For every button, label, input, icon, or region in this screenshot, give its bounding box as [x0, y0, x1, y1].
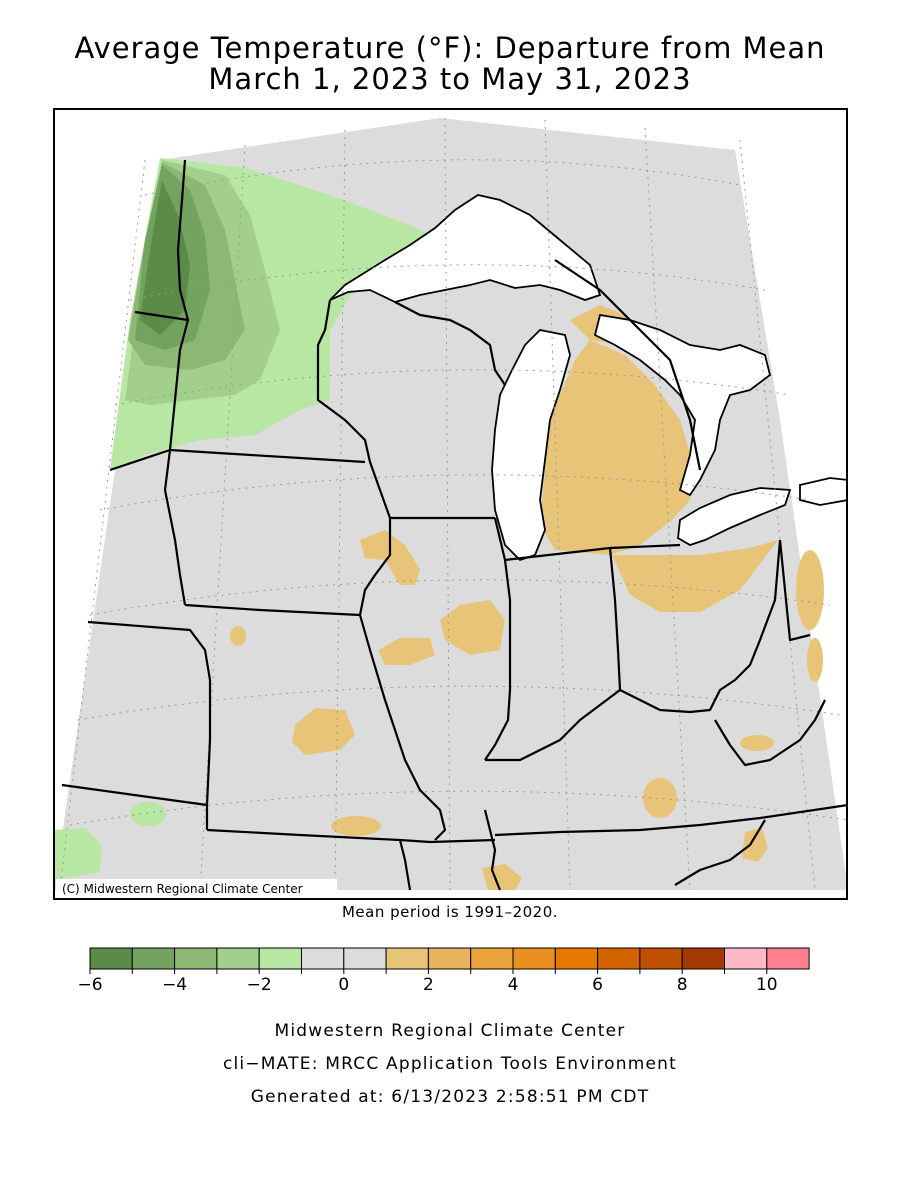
- in-oh-border: [608, 547, 622, 691]
- legend-tick-label: −4: [162, 975, 187, 995]
- legend-swatch: [724, 947, 768, 970]
- legend-swatch: [301, 947, 345, 970]
- legend-tick-label: 8: [677, 975, 688, 995]
- legend-tick-label: −6: [77, 975, 102, 995]
- legend-swatch: [554, 947, 599, 970]
- state-boundaries: [61, 159, 847, 891]
- legend-tick-label: 6: [592, 975, 603, 995]
- mi-oh-border: [504, 543, 681, 562]
- legend-tick-label: 0: [338, 975, 349, 995]
- temperature-departure-map: (C) Midwestern Regional Climate Center: [53, 108, 848, 900]
- map-date-range: March 1, 2023 to May 31, 2023: [208, 62, 692, 96]
- upper-peninsula-mi-wi: [394, 301, 506, 386]
- mo-south-bootheel: [398, 839, 412, 891]
- ky-tn-border: [494, 804, 847, 837]
- map-title: Average Temperature (°F): Departure from…: [74, 31, 826, 65]
- legend-swatch: [216, 947, 260, 970]
- mississippi-river: [483, 809, 502, 891]
- legend-tick-label: 2: [423, 975, 434, 995]
- legend-swatch: [470, 947, 514, 970]
- map-copyright: (C) Midwestern Regional Climate Center: [62, 882, 303, 896]
- il-border: [358, 614, 447, 841]
- map-frame: [53, 108, 848, 900]
- mn-nd-border: [168, 159, 190, 451]
- legend-tick-label: 4: [508, 975, 519, 995]
- cool-region-5: [140, 180, 190, 335]
- great-lakes: [329, 194, 847, 562]
- legend-tick-label: 10: [756, 975, 778, 995]
- warm-regions: [230, 305, 824, 890]
- ks-ok-border: [61, 783, 208, 807]
- lake-erie: [677, 487, 792, 546]
- legend-swatch: [639, 947, 683, 970]
- sd-north-border: [134, 310, 189, 322]
- legend-swatch: [681, 947, 726, 970]
- color-legend: −6 −4 −2 0 2 4 6 8 10: [77, 947, 810, 995]
- mn-ia-border: [109, 448, 366, 472]
- legend-swatch: [766, 947, 810, 970]
- cool-region-6: [130, 802, 166, 826]
- lake-ontario: [799, 477, 847, 506]
- legend-boxes: [89, 947, 810, 974]
- in-ky-border: [485, 539, 782, 762]
- cool-region-7: [54, 828, 102, 880]
- oh-pa-border: [778, 539, 811, 642]
- ky-wv-border: [714, 699, 826, 767]
- legend-swatch: [385, 947, 429, 970]
- legend-swatch: [131, 947, 176, 970]
- legend-tick-labels: −6 −4 −2 0 2 4 6 8 10: [77, 975, 777, 995]
- legend-swatch: [89, 947, 133, 970]
- mean-period-note: Mean period is 1991–2020.: [341, 903, 559, 921]
- legend-swatch: [427, 947, 472, 970]
- lake-huron: [593, 313, 772, 497]
- legend-swatch: [512, 947, 556, 970]
- legend-swatch: [174, 947, 218, 970]
- ia-sd-border: [163, 449, 187, 606]
- legend-swatch: [258, 947, 302, 970]
- tn-va-border: [674, 819, 766, 886]
- graticule: [59, 117, 847, 891]
- footer-generated-at: Generated at: 6/13/2023 2:58:51 PM CDT: [250, 1087, 650, 1107]
- lake-superior: [329, 194, 602, 303]
- footer-organization: Midwestern Regional Climate Center: [274, 1021, 626, 1041]
- legend-tick-label: −2: [247, 975, 272, 995]
- legend-swatch: [597, 947, 641, 970]
- ia-mo-border: [184, 516, 495, 617]
- legend-swatch: [343, 947, 387, 970]
- footer-tool-name: cli−MATE: MRCC Application Tools Environ…: [222, 1054, 678, 1074]
- mn-wi-border: [316, 299, 392, 519]
- mi-mainland-border: [554, 259, 702, 471]
